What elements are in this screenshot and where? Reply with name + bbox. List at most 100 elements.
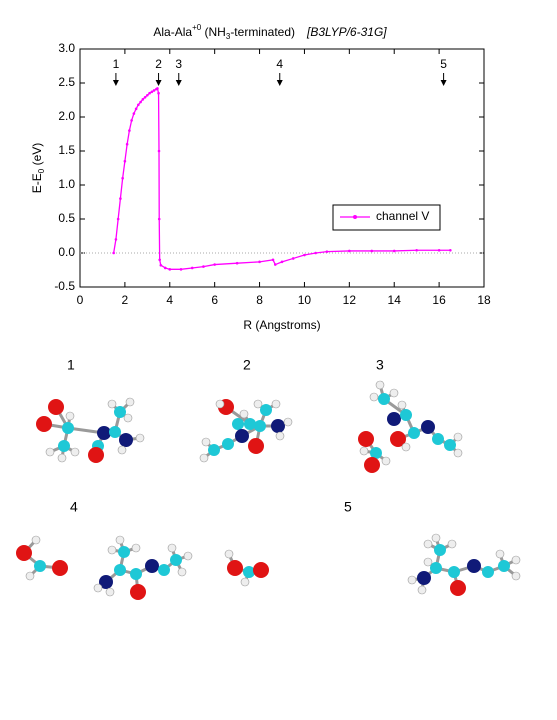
arrow-head — [276, 80, 283, 86]
series-point — [119, 197, 122, 200]
atom — [57, 453, 67, 463]
atom — [16, 545, 32, 561]
structure-label: 4 — [70, 499, 78, 515]
atom — [130, 568, 142, 580]
atom — [423, 557, 433, 567]
series-point — [128, 129, 131, 132]
series-point — [143, 95, 147, 99]
atom — [99, 575, 113, 589]
series-point — [273, 263, 277, 266]
atom — [432, 433, 444, 445]
series-point — [271, 258, 275, 262]
series-point — [392, 249, 396, 253]
series-point — [141, 98, 145, 101]
structure-label: 3 — [376, 357, 384, 373]
series-point — [314, 251, 317, 255]
y-tick-label: 0.0 — [58, 245, 75, 259]
series-point — [156, 87, 159, 90]
atom — [434, 544, 446, 556]
y-tick-label: 3.0 — [58, 41, 75, 55]
atom — [177, 567, 187, 577]
arrow-head — [175, 80, 182, 86]
annotation-label: 4 — [276, 57, 283, 71]
atom — [450, 580, 466, 596]
atom — [167, 543, 177, 553]
series-point — [370, 249, 374, 253]
series-point — [157, 149, 161, 153]
series-point — [157, 217, 161, 221]
atom — [387, 412, 401, 426]
atom — [375, 380, 385, 390]
atom — [45, 447, 55, 457]
series-point — [112, 251, 115, 255]
chart-title: Ala-Ala+0 (NH3-terminated) [B3LYP/6-31G] — [153, 23, 387, 41]
atom — [183, 551, 193, 561]
atom — [495, 549, 505, 559]
atom — [423, 539, 433, 549]
atom — [118, 546, 130, 558]
x-tick-label: 8 — [256, 293, 263, 307]
atom — [58, 440, 70, 452]
x-tick-label: 12 — [343, 293, 357, 307]
atom — [401, 442, 411, 452]
atom — [421, 420, 435, 434]
atom — [369, 392, 379, 402]
atom — [467, 559, 481, 573]
x-axis-label: R (Angstroms) — [243, 318, 320, 332]
atom — [430, 562, 442, 574]
atom — [97, 426, 111, 440]
atom — [370, 447, 382, 459]
atom — [119, 433, 133, 447]
atom — [232, 418, 244, 430]
atom — [248, 438, 264, 454]
atom — [283, 417, 293, 427]
x-tick-label: 4 — [166, 293, 173, 307]
atom — [36, 416, 52, 432]
series-point — [291, 257, 295, 260]
series-point — [130, 119, 133, 122]
atom — [170, 554, 182, 566]
atom — [208, 444, 220, 456]
series-point — [168, 268, 172, 271]
y-label-part: 0 — [37, 168, 46, 173]
atom — [114, 406, 126, 418]
series-point — [235, 261, 239, 265]
y-tick-label: -0.5 — [54, 279, 75, 293]
atom — [109, 426, 121, 438]
atom — [239, 409, 249, 419]
x-tick-label: 0 — [77, 293, 84, 307]
atom — [389, 388, 399, 398]
atom — [222, 438, 234, 450]
series-point — [280, 260, 284, 264]
atom — [417, 585, 427, 595]
series-point — [179, 268, 183, 271]
title-part: +0 — [192, 23, 202, 32]
atom — [511, 555, 521, 565]
x-tick-label: 16 — [432, 293, 446, 307]
plot-frame — [79, 48, 485, 288]
series-point — [150, 90, 154, 94]
atom — [511, 571, 521, 581]
title-part: [B3LYP/6-31G] — [306, 25, 387, 39]
title-part: 3 — [226, 32, 231, 41]
x-tick-label: 18 — [477, 293, 491, 307]
annotation-label: 1 — [113, 57, 120, 71]
atom — [65, 411, 75, 421]
atom — [254, 420, 266, 432]
atom — [70, 447, 80, 457]
atom — [107, 399, 117, 409]
atom — [240, 577, 250, 587]
atom — [498, 560, 510, 572]
series-point — [148, 91, 151, 95]
series-line — [113, 87, 451, 270]
atom — [244, 418, 256, 430]
atom — [48, 399, 64, 415]
y-tick-label: 2.0 — [58, 109, 75, 123]
atom — [271, 399, 281, 409]
atom — [408, 427, 420, 439]
atom — [62, 422, 74, 434]
atom — [359, 446, 369, 456]
annotation-label: 2 — [155, 57, 162, 71]
series-point — [152, 89, 156, 92]
series-point — [213, 263, 216, 266]
